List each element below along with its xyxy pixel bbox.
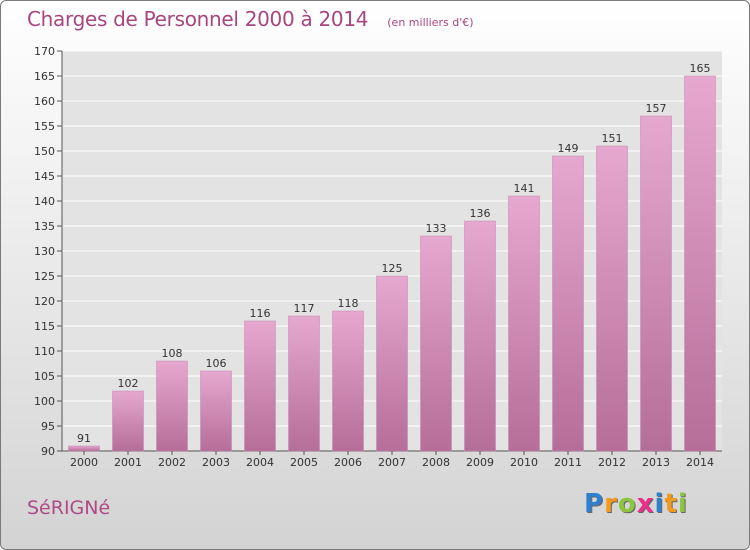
bar	[420, 235, 452, 452]
x-tick-label: 2002	[158, 456, 186, 469]
bar	[684, 75, 716, 452]
logo-letter: P	[584, 489, 605, 519]
data-label: 108	[162, 347, 183, 360]
y-tick-label: 145	[34, 170, 55, 183]
bar	[332, 310, 364, 452]
bar	[112, 390, 144, 452]
bar	[552, 155, 584, 452]
bar	[376, 275, 408, 452]
x-tick-label: 2008	[422, 456, 450, 469]
data-label: 133	[426, 222, 447, 235]
y-tick-label: 100	[34, 395, 55, 408]
x-tick-label: 2006	[334, 456, 362, 469]
x-tick-label: 2014	[686, 456, 714, 469]
title-block: Charges de Personnel 2000 à 2014 (en mil…	[27, 7, 474, 31]
bar	[156, 360, 188, 452]
data-label: 106	[206, 357, 227, 370]
data-label: 125	[382, 262, 403, 275]
bar	[288, 315, 320, 452]
y-tick-label: 115	[34, 320, 55, 333]
commune-name: SéRIGNé	[27, 497, 111, 519]
data-label: 151	[602, 132, 623, 145]
x-tick-label: 2009	[466, 456, 494, 469]
bar	[640, 115, 672, 452]
x-tick-label: 2005	[290, 456, 318, 469]
logo-letter: r	[604, 489, 618, 519]
y-tick-label: 135	[34, 220, 55, 233]
chart-subtitle: (en milliers d'€)	[387, 16, 474, 29]
data-label: 118	[338, 297, 359, 310]
y-tick-label: 110	[34, 345, 55, 358]
data-label: 141	[514, 182, 535, 195]
bar	[596, 145, 628, 452]
x-tick-label: 2003	[202, 456, 230, 469]
x-tick-label: 2013	[642, 456, 670, 469]
bar	[508, 195, 540, 452]
y-tick-label: 105	[34, 370, 55, 383]
y-tick-label: 120	[34, 295, 55, 308]
y-tick-label: 90	[41, 445, 55, 458]
y-tick-label: 125	[34, 270, 55, 283]
proxiti-logo: Proxiti	[584, 489, 688, 519]
data-label: 149	[558, 142, 579, 155]
y-tick-label: 160	[34, 95, 55, 108]
bar	[464, 220, 496, 452]
x-tick-label: 2007	[378, 456, 406, 469]
data-label: 117	[294, 302, 315, 315]
y-tick-label: 170	[34, 45, 55, 58]
bar	[200, 370, 232, 452]
y-tick-label: 140	[34, 195, 55, 208]
y-tick-label: 95	[41, 420, 55, 433]
y-tick-label: 155	[34, 120, 55, 133]
data-label: 102	[118, 377, 139, 390]
data-label: 116	[250, 307, 271, 320]
y-tick-label: 130	[34, 245, 55, 258]
data-label: 165	[690, 62, 711, 75]
data-label: 157	[646, 102, 667, 115]
x-tick-label: 2012	[598, 456, 626, 469]
data-label: 136	[470, 207, 491, 220]
bar	[244, 320, 276, 452]
x-tick-label: 2011	[554, 456, 582, 469]
logo-letter: i	[654, 489, 665, 519]
logo-letter: x	[636, 489, 655, 519]
y-tick-label: 165	[34, 70, 55, 83]
x-tick-label: 2010	[510, 456, 538, 469]
bar	[68, 445, 100, 452]
x-tick-label: 2004	[246, 456, 274, 469]
logo-letter: o	[617, 489, 637, 519]
chart-title: Charges de Personnel 2000 à 2014	[27, 7, 369, 31]
x-tick-label: 2001	[114, 456, 142, 469]
data-label: 91	[77, 432, 91, 445]
x-tick-label: 2000	[70, 456, 98, 469]
logo-letter: t	[664, 489, 678, 519]
logo-letter: i	[677, 489, 688, 519]
y-tick-label: 150	[34, 145, 55, 158]
